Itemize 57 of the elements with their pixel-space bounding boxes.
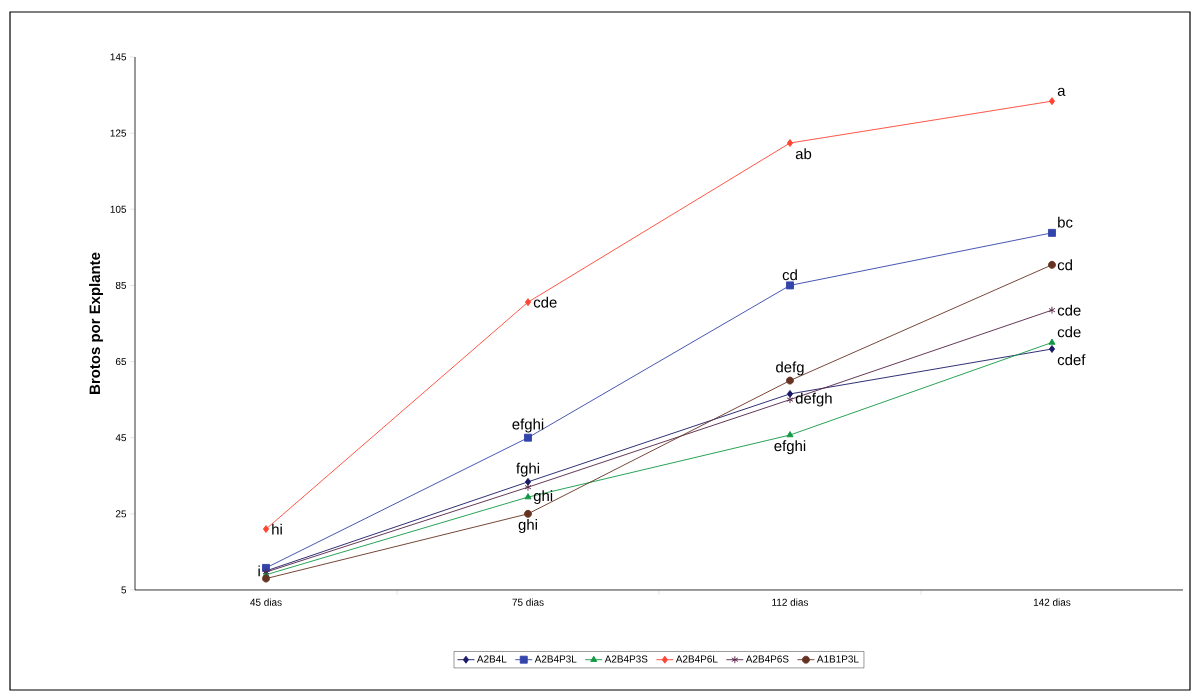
legend-label: A2B4P6L	[675, 655, 718, 663]
legend-label: A2B4P3S	[604, 655, 648, 663]
point	[524, 493, 532, 500]
y-tick-label: 125	[110, 129, 127, 137]
annotation: efghi	[512, 418, 544, 433]
annotation: ab	[795, 148, 812, 160]
annotation: defg	[776, 361, 804, 376]
annotation: cdef	[1057, 354, 1086, 366]
point	[1048, 306, 1056, 315]
x-tick-label: 45 dias	[250, 598, 282, 606]
x-tick-label: 75 dias	[512, 598, 544, 606]
annotation: ghi	[533, 490, 553, 505]
point	[524, 477, 532, 486]
point	[1048, 260, 1056, 269]
point	[786, 389, 794, 398]
annotation: bc	[1058, 216, 1073, 228]
annotation: defgh	[795, 392, 832, 407]
point	[262, 574, 270, 583]
point	[262, 525, 270, 534]
point	[1048, 228, 1056, 237]
legend-label: A2B4L	[476, 655, 507, 663]
point	[786, 281, 794, 290]
point	[786, 431, 794, 438]
annotation: cde	[1057, 326, 1081, 338]
y-tick-label: 65	[115, 358, 127, 366]
annotation: ghi	[518, 519, 537, 533]
y-tick-label: 145	[110, 53, 127, 61]
y-axis-title: Brotos por Explante	[89, 252, 104, 394]
annotation: cd	[782, 269, 797, 281]
point	[786, 395, 794, 404]
x-tick-label: 112 dias	[772, 598, 809, 606]
annotation: fghi	[516, 462, 540, 477]
annotation: a	[1057, 87, 1066, 96]
annotation: cd	[1057, 259, 1072, 271]
point	[1048, 338, 1056, 345]
y-tick-label: 85	[115, 281, 127, 289]
point	[1048, 97, 1056, 106]
x-tick-label: 142 dias	[1033, 598, 1071, 606]
y-tick-label: 45	[115, 434, 127, 442]
point	[524, 433, 532, 442]
annotation: efghi	[774, 440, 806, 455]
y-tick-label: 105	[110, 205, 127, 213]
annotation: i	[258, 565, 260, 577]
point	[786, 139, 794, 147]
y-tick-label: 25	[115, 510, 127, 518]
y-tick-label: 5	[121, 586, 127, 594]
annotation: cde	[1057, 304, 1081, 316]
annotation: cde	[533, 296, 557, 308]
legend-label: A2B4P6S	[745, 655, 789, 663]
point	[524, 509, 532, 518]
legend-label: A1B1P3L	[816, 655, 859, 663]
annotation: hi	[272, 523, 282, 535]
legend-label: A2B4P3L	[534, 655, 577, 663]
point	[524, 298, 532, 307]
point	[786, 376, 794, 385]
point	[524, 483, 532, 492]
point	[1048, 345, 1056, 353]
